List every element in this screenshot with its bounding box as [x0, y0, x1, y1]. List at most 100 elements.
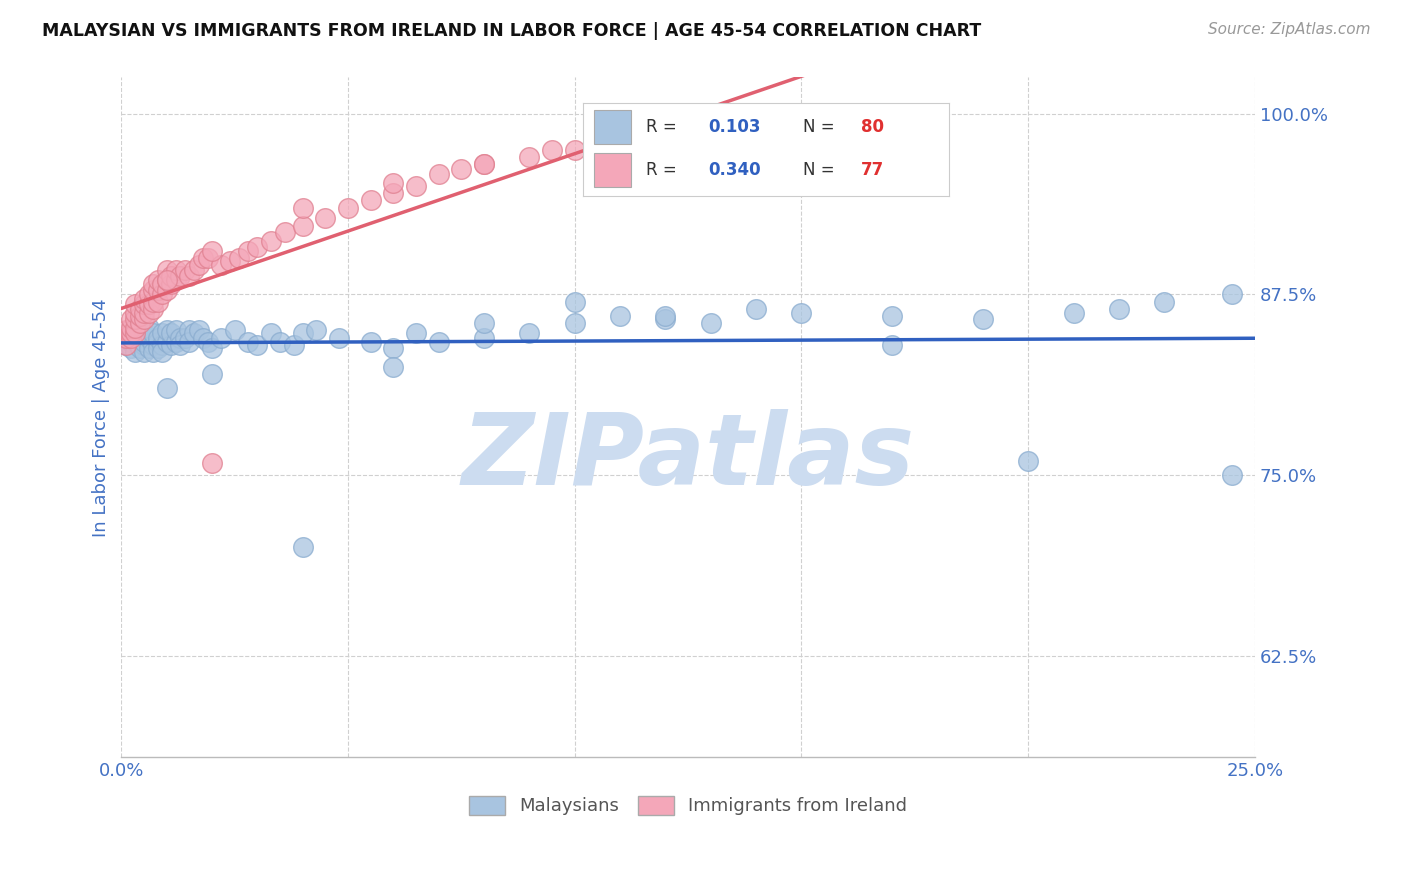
Point: [142, 294, 165, 309]
Point: [142, 301, 165, 316]
Point: [165, 262, 187, 277]
Point: [564, 316, 586, 330]
Point: [187, 323, 209, 337]
Point: [120, 341, 142, 355]
Point: [169, 338, 191, 352]
Point: [209, 259, 232, 273]
Text: 80: 80: [862, 118, 884, 136]
Point: [150, 345, 173, 359]
Point: [179, 323, 201, 337]
Point: [209, 331, 232, 345]
Point: [972, 311, 994, 326]
Point: [228, 251, 250, 265]
Point: [124, 345, 146, 359]
Point: [115, 331, 138, 345]
Point: [183, 262, 205, 277]
Point: [314, 211, 336, 225]
Point: [128, 301, 150, 316]
Point: [138, 331, 160, 345]
FancyBboxPatch shape: [595, 153, 631, 187]
Point: [790, 306, 813, 320]
Point: [328, 331, 350, 345]
Point: [169, 331, 191, 345]
Point: [165, 323, 187, 337]
Point: [260, 326, 283, 341]
Point: [132, 326, 155, 341]
Point: [146, 341, 169, 355]
Point: [219, 254, 242, 268]
Text: MALAYSIAN VS IMMIGRANTS FROM IRELAND IN LABOR FORCE | AGE 45-54 CORRELATION CHAR: MALAYSIAN VS IMMIGRANTS FROM IRELAND IN …: [42, 22, 981, 40]
Point: [146, 283, 169, 297]
Point: [273, 225, 295, 239]
Point: [472, 316, 495, 330]
Point: [519, 150, 541, 164]
Point: [291, 326, 314, 341]
Text: Source: ZipAtlas.com: Source: ZipAtlas.com: [1208, 22, 1371, 37]
Point: [745, 113, 768, 128]
Point: [120, 334, 142, 349]
Point: [360, 194, 382, 208]
Point: [128, 320, 150, 334]
Point: [790, 106, 813, 120]
Point: [156, 273, 179, 287]
Point: [472, 157, 495, 171]
Point: [156, 323, 179, 337]
Point: [191, 251, 214, 265]
Point: [224, 323, 246, 337]
Point: [382, 176, 405, 190]
Point: [132, 306, 155, 320]
Point: [156, 283, 179, 297]
Point: [564, 143, 586, 157]
Point: [291, 219, 314, 234]
Point: [142, 326, 165, 341]
Point: [472, 157, 495, 171]
Point: [124, 334, 146, 348]
Point: [142, 277, 165, 292]
Point: [1063, 306, 1085, 320]
Point: [124, 311, 146, 326]
Point: [238, 244, 260, 258]
Point: [745, 301, 768, 316]
Point: [138, 320, 160, 334]
Point: [382, 186, 405, 200]
Point: [405, 178, 427, 193]
Point: [128, 341, 150, 355]
Text: N =: N =: [803, 118, 839, 136]
Point: [146, 334, 169, 349]
Point: [1017, 453, 1039, 467]
Point: [1220, 468, 1243, 483]
Point: [120, 311, 142, 326]
Point: [260, 234, 283, 248]
Point: [654, 128, 676, 143]
Point: [124, 306, 146, 320]
Point: [201, 244, 224, 258]
Point: [191, 331, 214, 345]
Point: [382, 341, 405, 355]
Point: [1108, 301, 1130, 316]
Point: [142, 283, 165, 297]
Point: [427, 334, 450, 349]
Point: [165, 334, 187, 349]
Point: [124, 323, 146, 337]
Point: [156, 334, 179, 349]
Point: [138, 297, 160, 311]
Point: [138, 341, 160, 355]
Point: [291, 541, 314, 555]
Point: [146, 331, 169, 345]
Text: R =: R =: [645, 161, 682, 179]
Point: [201, 367, 224, 381]
Point: [564, 294, 586, 309]
Point: [150, 338, 173, 352]
Point: [337, 201, 360, 215]
FancyBboxPatch shape: [595, 110, 631, 144]
Text: ZIPatlas: ZIPatlas: [461, 409, 915, 507]
Point: [156, 262, 179, 277]
Point: [238, 334, 260, 349]
Point: [120, 320, 142, 334]
Point: [132, 345, 155, 359]
Point: [882, 338, 904, 352]
Point: [132, 311, 155, 326]
Text: 0.103: 0.103: [707, 118, 761, 136]
Point: [142, 338, 165, 352]
Point: [169, 268, 191, 283]
